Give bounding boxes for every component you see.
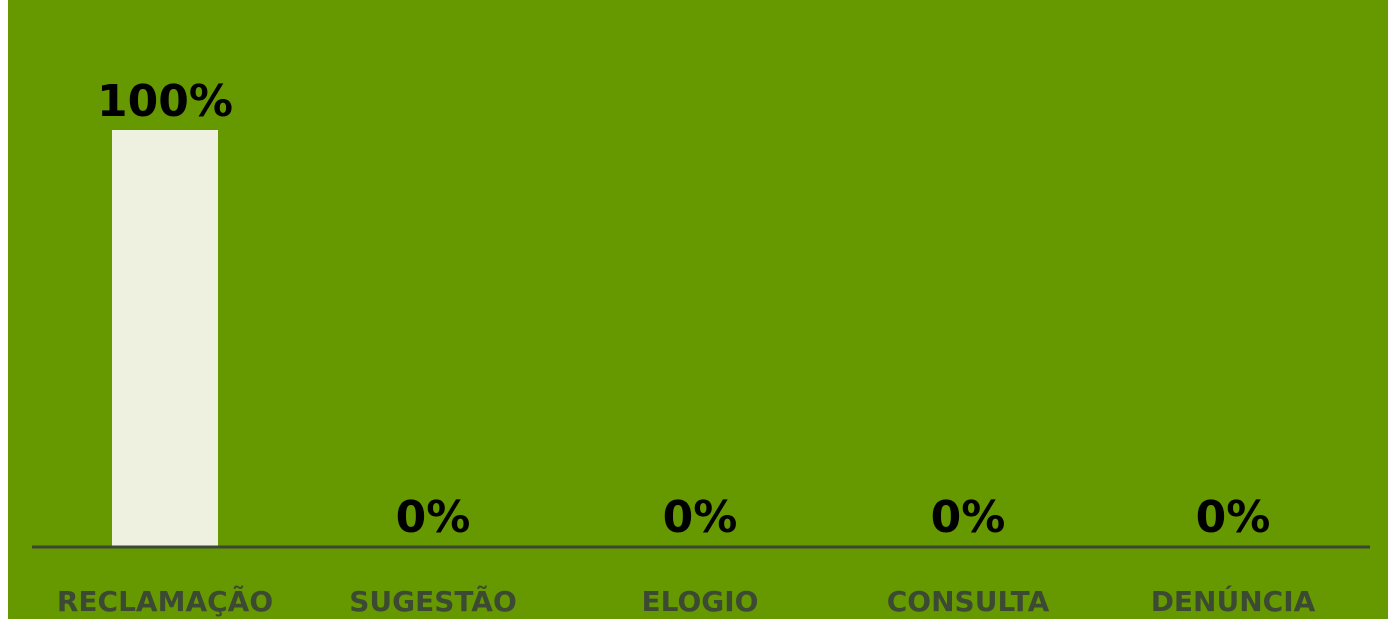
chart-background — [8, 0, 1388, 619]
category-label-4: DENÚNCIA — [1151, 584, 1316, 618]
data-label-4: 0% — [1196, 492, 1271, 543]
category-label-1: SUGESTÃO — [349, 584, 517, 618]
category-label-2: ELOGIO — [642, 585, 759, 618]
category-label-3: CONSULTA — [887, 585, 1050, 618]
data-label-0: 100% — [97, 76, 233, 127]
data-label-2: 0% — [663, 492, 738, 543]
category-label-0: RECLAMAÇÃO — [57, 584, 273, 618]
data-label-3: 0% — [931, 492, 1006, 543]
bar-0 — [112, 130, 218, 546]
data-label-1: 0% — [396, 492, 471, 543]
